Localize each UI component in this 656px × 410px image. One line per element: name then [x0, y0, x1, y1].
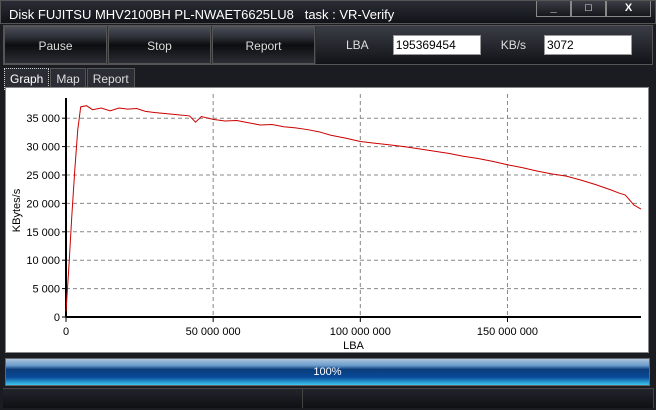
y-tick-label: 25 000	[26, 170, 60, 182]
x-tick-label: 100 000 000	[330, 326, 391, 338]
tab-bar: Graph Map Report	[4, 68, 136, 90]
toolbar: Pause Stop Report LBA KB/s	[3, 25, 653, 65]
minimize-button[interactable]: _	[536, 1, 571, 17]
x-tick-label: 150 000 000	[477, 326, 538, 338]
y-tick-label: 30 000	[26, 142, 60, 154]
tab-graph[interactable]: Graph	[4, 68, 50, 90]
y-tick-label: 10 000	[26, 255, 60, 267]
y-axis-label: KBytes/s	[11, 188, 23, 232]
chart-svg: 0 5 000 10 000 15 000 20 000 25 000 30 000 35 0…	[11, 94, 642, 352]
tab-map[interactable]: Map	[50, 68, 86, 90]
kbs-label: KB/s	[500, 38, 527, 52]
kbs-field[interactable]	[544, 35, 633, 55]
speed-series-line	[65, 105, 642, 312]
status-bar	[3, 388, 654, 408]
y-tick-label: 0	[54, 312, 60, 324]
report-button[interactable]: Report	[212, 26, 315, 64]
lba-field[interactable]	[392, 35, 481, 55]
y-tick-label: 20 000	[26, 198, 60, 210]
x-tick-label: 50 000 000	[186, 326, 241, 338]
y-tick-label: 5 000	[32, 284, 60, 296]
x-axis-label: LBA	[343, 340, 364, 352]
stop-button[interactable]: Stop	[108, 26, 211, 64]
close-button[interactable]: X	[606, 1, 651, 17]
pause-button[interactable]: Pause	[4, 26, 107, 64]
lba-label: LBA	[346, 38, 369, 52]
y-tick-label: 15 000	[26, 227, 60, 239]
status-pane-1	[3, 389, 303, 408]
y-tick-label: 35 000	[26, 113, 60, 125]
tab-report[interactable]: Report	[86, 68, 135, 90]
speed-chart: 0 5 000 10 000 15 000 20 000 25 000 30 000 35 0…	[5, 87, 649, 353]
progress-bar: 100%	[5, 358, 650, 386]
maximize-button[interactable]: □	[571, 1, 606, 17]
x-tick-label: 0	[63, 326, 69, 338]
status-pane-2	[303, 389, 654, 408]
progress-label: 100%	[313, 366, 342, 378]
title-bar: Disk FUJITSU MHV2100BH PL-NWAET6625LU8 t…	[0, 0, 656, 24]
window-title: Disk FUJITSU MHV2100BH PL-NWAET6625LU8 t…	[9, 7, 395, 22]
